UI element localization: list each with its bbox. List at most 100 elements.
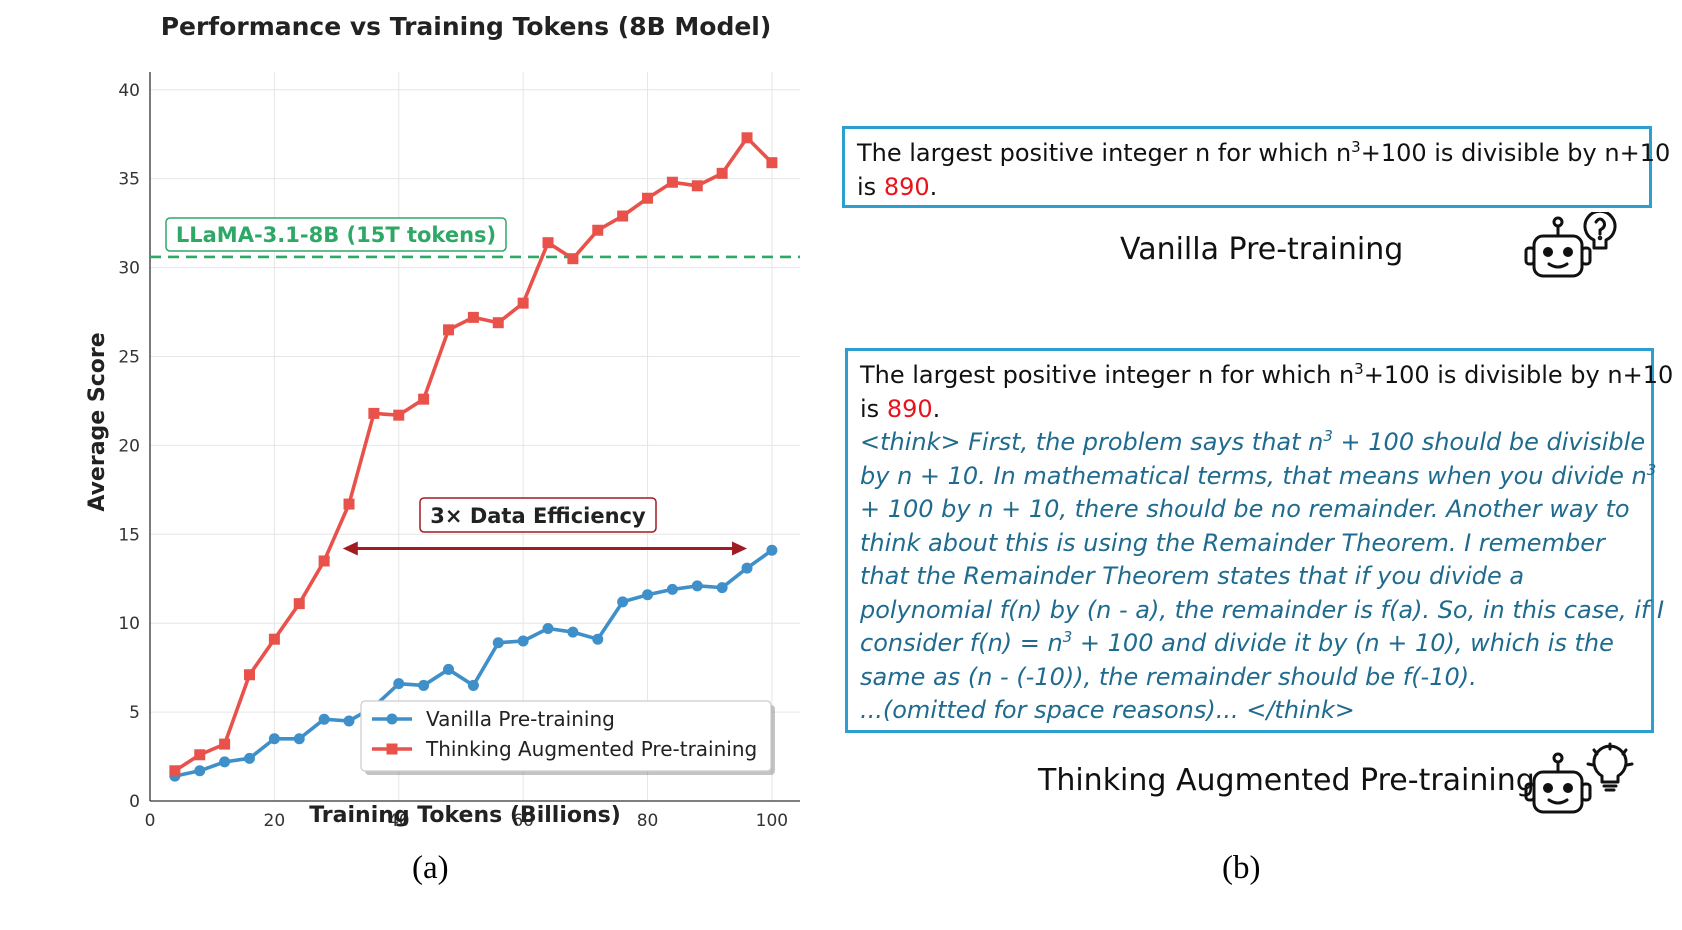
data-point xyxy=(393,409,405,421)
thinking-prompt-text: The largest positive integer n for which… xyxy=(860,361,1355,389)
data-point xyxy=(467,679,479,691)
data-point xyxy=(542,237,554,249)
data-point xyxy=(666,583,678,595)
data-point xyxy=(219,756,231,768)
data-point xyxy=(393,678,405,690)
y-tick-label: 0 xyxy=(129,792,140,812)
x-tick-label: 60 xyxy=(512,811,534,831)
think-line-sup: 3 xyxy=(1062,628,1073,646)
think-line-text: that the Remainder Theorem states that i… xyxy=(860,562,1525,590)
legend-label: Vanilla Pre-training xyxy=(426,707,615,731)
x-tick-label: 0 xyxy=(145,811,156,831)
think-line: by n + 10. In mathematical terms, that m… xyxy=(860,460,1656,494)
x-tick-label: 80 xyxy=(637,811,659,831)
data-point xyxy=(418,679,430,691)
thinking-prompt-sup: 3 xyxy=(1354,360,1364,378)
data-point xyxy=(492,317,504,329)
data-point xyxy=(443,324,455,336)
thinking-output-box: The largest positive integer n for which… xyxy=(845,348,1673,733)
caption-b: (b) xyxy=(1222,850,1261,886)
data-point xyxy=(666,176,678,188)
data-point xyxy=(268,733,280,745)
data-point xyxy=(567,253,579,265)
thinking-prompt-line: The largest positive integer n for which… xyxy=(860,359,1673,393)
data-point xyxy=(343,498,355,510)
data-point xyxy=(741,132,753,144)
vanilla-answer-line: is 890. xyxy=(857,170,1637,204)
thinking-label: Thinking Augmented Pre-training xyxy=(1038,763,1535,798)
data-point xyxy=(343,715,355,727)
data-point xyxy=(517,635,529,647)
data-point xyxy=(368,407,380,419)
reference-label: LLaMA-3.1-8B (15T tokens) xyxy=(176,223,496,247)
vanilla-prompt-text-after: +100 is divisible by n+10 xyxy=(1360,139,1671,167)
y-tick-label: 15 xyxy=(118,525,140,545)
data-point xyxy=(219,738,231,750)
data-point xyxy=(716,582,728,594)
think-line-text-after: + 100 and divide it by (n + 10), which i… xyxy=(1072,629,1614,657)
annotation-label: 3× Data Efficiency xyxy=(430,504,646,528)
thinking-answer-prefix: is xyxy=(860,394,887,423)
think-trace: <think> First, the problem says that n3 … xyxy=(860,426,1664,728)
data-point xyxy=(293,598,305,610)
x-tick-label: 40 xyxy=(388,811,410,831)
data-point xyxy=(567,626,579,638)
data-point xyxy=(194,765,206,777)
data-point xyxy=(691,580,703,592)
data-point xyxy=(691,180,703,192)
y-tick-label: 10 xyxy=(118,614,140,634)
think-line: that the Remainder Theorem states that i… xyxy=(860,560,1639,594)
reference-line-group: LLaMA-3.1-8B (15T tokens) xyxy=(150,217,800,259)
data-point xyxy=(592,633,604,645)
think-line: + 100 by n + 10, there should be no rema… xyxy=(860,493,1639,527)
data-point xyxy=(443,663,455,675)
legend-box xyxy=(360,700,772,772)
data-point xyxy=(766,157,778,169)
data-point xyxy=(268,633,280,645)
x-tick-label: 100 xyxy=(756,811,788,831)
think-line: <think> First, the problem says that n3 … xyxy=(860,426,1645,460)
vanilla-answer-prefix: is xyxy=(857,173,884,201)
think-line-text: think about this is using the Remainder … xyxy=(860,528,1605,557)
thinking-answer-suffix: . xyxy=(932,394,941,423)
annotation-arrow-head-right xyxy=(732,541,748,556)
data-point xyxy=(318,555,330,567)
think-line-text: <think> First, the problem says that n xyxy=(860,428,1324,456)
think-line-text: ...(omitted for space reasons)... </thin… xyxy=(860,696,1355,724)
y-tick-label: 20 xyxy=(118,436,140,456)
legend-label: Thinking Augmented Pre-training xyxy=(425,737,757,761)
data-point xyxy=(169,765,181,777)
vanilla-label: Vanilla Pre-training xyxy=(1120,232,1404,267)
think-line-sup: 3 xyxy=(1323,427,1333,445)
vanilla-prompt-sup: 3 xyxy=(1351,138,1361,156)
chart-ticks: 0 20 40 60 80 100 0 5 10 15 20 25 30 35 40 xyxy=(118,81,788,831)
vanilla-prompt-text: The largest positive integer n for which… xyxy=(857,139,1352,167)
data-point xyxy=(642,589,654,601)
data-point xyxy=(244,669,256,681)
data-point xyxy=(592,224,604,236)
data-point xyxy=(642,192,654,204)
data-point xyxy=(418,393,430,405)
data-point xyxy=(467,311,479,323)
think-line: think about this is using the Remainder … xyxy=(860,527,1639,561)
chart-series xyxy=(169,132,778,782)
annotation-label-box xyxy=(419,497,657,533)
vanilla-answer-suffix: . xyxy=(929,173,938,201)
think-line-text-after: + 100 should be divisible xyxy=(1332,428,1646,456)
legend-swatch-marker xyxy=(386,713,398,725)
chart-legend: Vanilla Pre-training Thinking Augmented P… xyxy=(360,700,775,775)
thinking-prompt-text-after: +100 is divisible by n+10 xyxy=(1363,361,1674,389)
data-point xyxy=(766,544,778,556)
y-tick-label: 30 xyxy=(118,259,140,279)
y-tick-label: 35 xyxy=(118,170,140,190)
data-point xyxy=(716,167,728,179)
data-point xyxy=(244,752,256,764)
think-line-text: by n + 10. In mathematical terms, that m… xyxy=(860,461,1647,490)
vanilla-prompt-line: The largest positive integer n for which… xyxy=(857,136,1670,170)
think-line: same as (n - (-10)), the remainder shoul… xyxy=(860,661,1639,695)
robot-lightbulb-icon xyxy=(1524,742,1634,814)
performance-chart: Performance vs Training Tokens (8B Model… xyxy=(85,12,800,831)
thinking-answer: 890 xyxy=(886,394,933,423)
y-tick-label: 40 xyxy=(118,81,140,101)
chart-title: Performance vs Training Tokens (8B Model… xyxy=(161,12,772,41)
